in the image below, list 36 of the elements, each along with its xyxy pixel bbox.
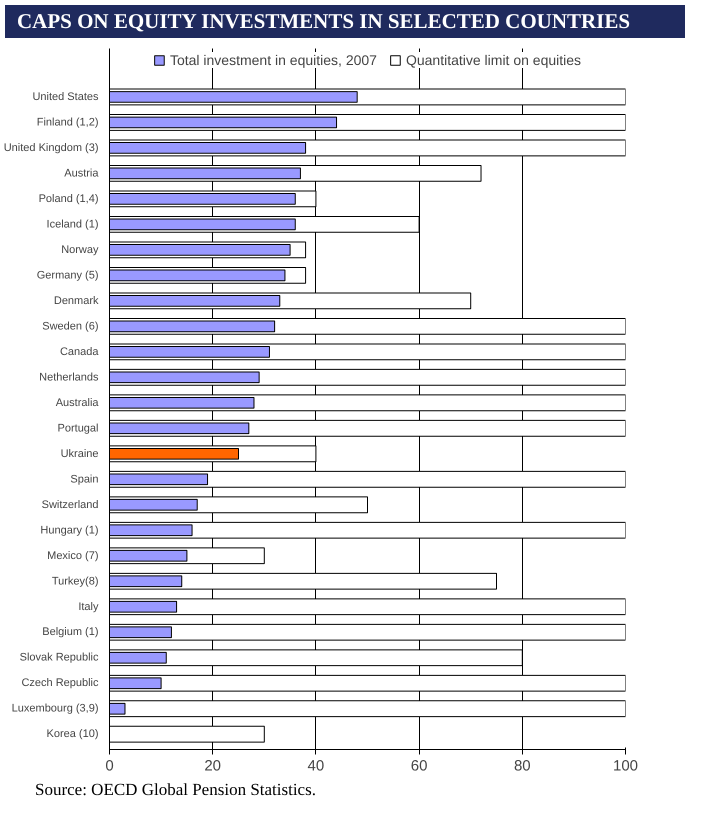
y-tick-label: Italy xyxy=(78,600,99,613)
x-tick-label: 80 xyxy=(514,758,531,775)
y-tick-label: Denmark xyxy=(54,295,99,308)
source-note: Source: OECD Global Pension Statistics. xyxy=(35,779,316,802)
y-tick-label: Finland (1,2) xyxy=(36,116,99,129)
y-tick-label: Spain xyxy=(70,473,99,486)
y-tick-label: Hungary (1) xyxy=(40,524,98,536)
y-tick-label: Ukraine xyxy=(60,448,98,460)
y-tick-label: United Kingdom (3) xyxy=(4,142,99,154)
x-tick-label: 0 xyxy=(105,758,114,775)
x-tick-label: 60 xyxy=(410,758,428,775)
y-tick-label: Norway xyxy=(61,244,99,256)
y-tick-label: Luxembourg (3,9) xyxy=(12,702,99,715)
y-tick-label: Belgium (1) xyxy=(42,626,99,638)
y-tick-label: Mexico (7) xyxy=(47,550,98,562)
y-tick-label: Iceland (1) xyxy=(46,218,99,231)
y-tick-label: Switzerland xyxy=(42,498,98,511)
y-tick-label: Netherlands xyxy=(39,372,99,384)
y-tick-label: Portugal xyxy=(58,422,99,434)
chart-title: CAPS ON EQUITY INVESTMENTS IN SELECTED COUNTRIES xyxy=(17,9,630,34)
y-tick-label: Slovak Republic xyxy=(20,652,99,664)
x-tick-label: 20 xyxy=(204,758,222,775)
x-tick-label: 100 xyxy=(612,758,638,775)
y-tick-label: Poland (1,4) xyxy=(38,193,99,206)
y-tick-label: Turkey(8) xyxy=(52,575,99,588)
legend-label: Total investment in equities, 2007 xyxy=(170,52,377,68)
legend-label: Quantitative limit on equities xyxy=(406,52,582,68)
x-tick-label: 40 xyxy=(308,758,324,775)
y-tick-label: Germany (5) xyxy=(36,270,99,282)
y-tick-label: Czech Republic xyxy=(21,677,99,690)
y-tick-label: United States xyxy=(32,91,99,104)
y-tick-label: Australia xyxy=(56,397,100,410)
y-tick-label: Korea (10) xyxy=(46,728,99,740)
y-tick-label: Canada xyxy=(60,346,100,358)
y-tick-label: Sweden (6) xyxy=(42,320,99,333)
y-tick-label: Austria xyxy=(64,168,100,180)
